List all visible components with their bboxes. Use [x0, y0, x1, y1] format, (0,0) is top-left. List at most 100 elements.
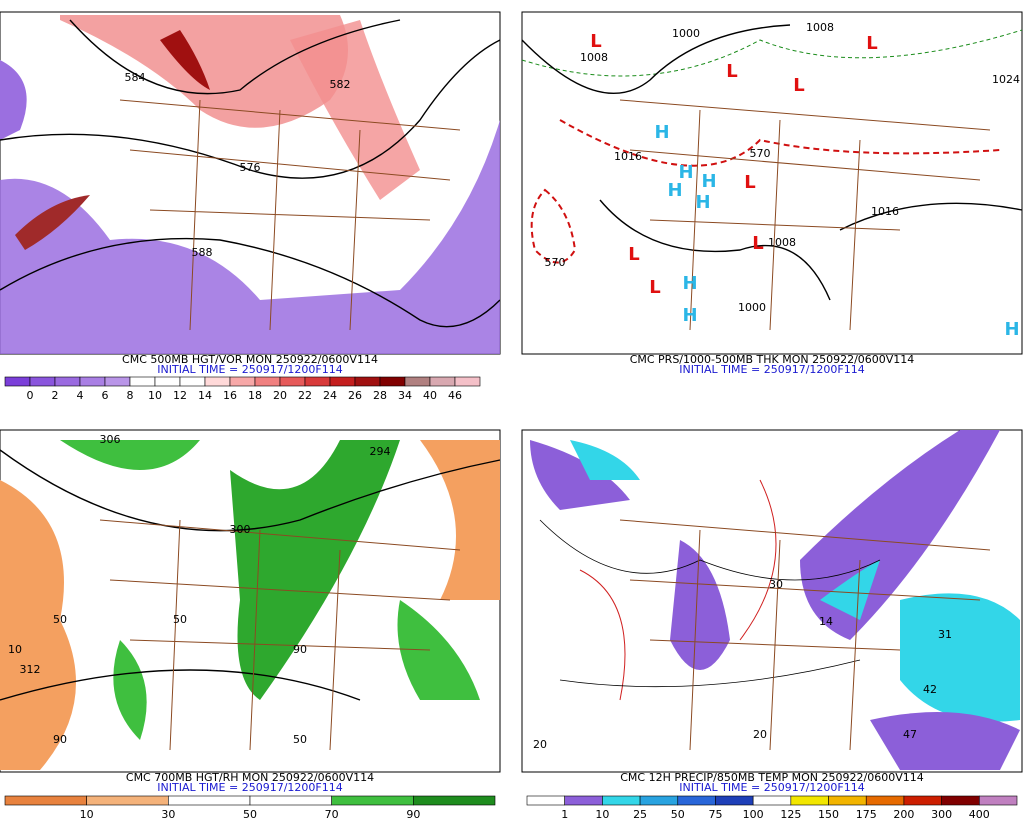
contour-label: 90 [53, 733, 67, 746]
pressure-center: H [654, 122, 669, 143]
colorbar-label: 2 [52, 389, 59, 402]
colorbar-swatch [602, 795, 641, 806]
colorbar-label: 12 [173, 389, 187, 402]
colorbar-label: 90 [406, 808, 420, 819]
colorbar-label: 50 [243, 808, 257, 819]
initial-time: INITIAL TIME = 250917/1200F114 [157, 781, 342, 794]
colorbar-label: 175 [856, 808, 877, 819]
pressure-center: H [667, 180, 682, 201]
contour-label: 1000 [738, 301, 766, 314]
colorbar-swatch [379, 376, 406, 387]
colorbar-swatch [4, 376, 31, 387]
colorbar-swatch [104, 376, 131, 387]
colorbar-swatch [454, 376, 481, 387]
colorbar-label: 30 [161, 808, 175, 819]
colorbar-label: 4 [77, 389, 84, 402]
colorbar-label: 26 [348, 389, 362, 402]
pressure-center: H [682, 273, 697, 294]
colorbar-label: 0 [27, 389, 34, 402]
contour-label: 1008 [768, 236, 796, 249]
map-700mb [0, 429, 501, 773]
contour-label: 1016 [871, 205, 899, 218]
colorbar-label: 70 [325, 808, 339, 819]
colorbar-swatch [168, 795, 251, 806]
colorbar-label: 125 [780, 808, 801, 819]
colorbar-label: 75 [708, 808, 722, 819]
colorbar-swatch [865, 795, 905, 806]
colorbar-label: 100 [743, 808, 764, 819]
colorbar-swatch [526, 795, 565, 806]
colorbar-swatch [329, 376, 356, 387]
colorbar-swatch [752, 795, 792, 806]
colorbar-swatch [715, 795, 754, 806]
pressure-center: H [682, 305, 697, 326]
colorbar-swatch [54, 376, 81, 387]
colorbar-label: 24 [323, 389, 337, 402]
initial-time: INITIAL TIME = 250917/1200F114 [157, 363, 342, 376]
colorbar-swatch [331, 795, 414, 806]
colorbar-swatch [429, 376, 456, 387]
colorbar-swatch [979, 795, 1018, 806]
contour-label: 30 [769, 578, 783, 591]
contour-label: 300 [230, 523, 251, 536]
map-precip [521, 429, 1023, 773]
colorbar-swatch [29, 376, 56, 387]
colorbar-swatch [86, 795, 169, 806]
colorbar-swatch [404, 376, 431, 387]
contour-label: 588 [192, 246, 213, 259]
initial-time: INITIAL TIME = 250917/1200F114 [679, 363, 864, 376]
pressure-center: L [628, 244, 639, 265]
colorbar-swatch [304, 376, 331, 387]
colorbar-label: 150 [818, 808, 839, 819]
colorbar-label: 28 [373, 389, 387, 402]
map-500mb [0, 11, 501, 355]
colorbar-swatch [79, 376, 106, 387]
colorbar-label: 6 [102, 389, 109, 402]
colorbar-swatch [677, 795, 716, 806]
colorbar-label: 50 [671, 808, 685, 819]
colorbar-label: 10 [148, 389, 162, 402]
colorbar-label: 46 [448, 389, 462, 402]
map-caption: CMC 500MB HGT/VOR MON 250922/0600V114 [122, 353, 378, 366]
pressure-center: L [866, 33, 877, 54]
colorbar-label: 25 [633, 808, 647, 819]
contour-label: 570 [750, 147, 771, 160]
contour-label: 10 [8, 643, 22, 656]
colorbar-label: 16 [223, 389, 237, 402]
map-caption: CMC 700MB HGT/RH MON 250922/0600V114 [126, 771, 374, 784]
contour-label: 50 [293, 733, 307, 746]
contour-label: 576 [240, 161, 261, 174]
colorbar-swatch [154, 376, 181, 387]
colorbar-swatch [4, 795, 87, 806]
colorbar-label: 200 [893, 808, 914, 819]
colorbar-label: 400 [969, 808, 990, 819]
contour-label: 47 [903, 728, 917, 741]
colorbar-swatch [204, 376, 231, 387]
pressure-center: L [744, 172, 755, 193]
contour-label: 20 [533, 738, 547, 751]
colorbar-label: 10 [595, 808, 609, 819]
colorbar-label: 40 [423, 389, 437, 402]
pressure-center: H [701, 171, 716, 192]
map-caption: CMC PRS/1000-500MB THK MON 250922/0600V1… [630, 353, 915, 366]
colorbar-swatch [903, 795, 942, 806]
colorbar-label: 14 [198, 389, 212, 402]
contour-label: 584 [125, 71, 146, 84]
contour-label: 1024 [992, 73, 1020, 86]
colorbar-swatch [254, 376, 281, 387]
colorbar-swatch [229, 376, 256, 387]
colorbar-swatch [129, 376, 156, 387]
contour-label: 50 [173, 613, 187, 626]
contour-label: 1000 [672, 27, 700, 40]
map-caption: CMC 12H PRECIP/850MB TEMP MON 250922/060… [620, 771, 924, 784]
contour-label: 90 [293, 643, 307, 656]
colorbar-swatch [941, 795, 980, 806]
colorbar-label: 34 [398, 389, 412, 402]
colorbar-label: 20 [273, 389, 287, 402]
contour-label: 1016 [614, 150, 642, 163]
colorbar-swatch [413, 795, 496, 806]
pressure-center: L [590, 31, 601, 52]
pressure-center: L [793, 75, 804, 96]
contour-label: 312 [20, 663, 41, 676]
